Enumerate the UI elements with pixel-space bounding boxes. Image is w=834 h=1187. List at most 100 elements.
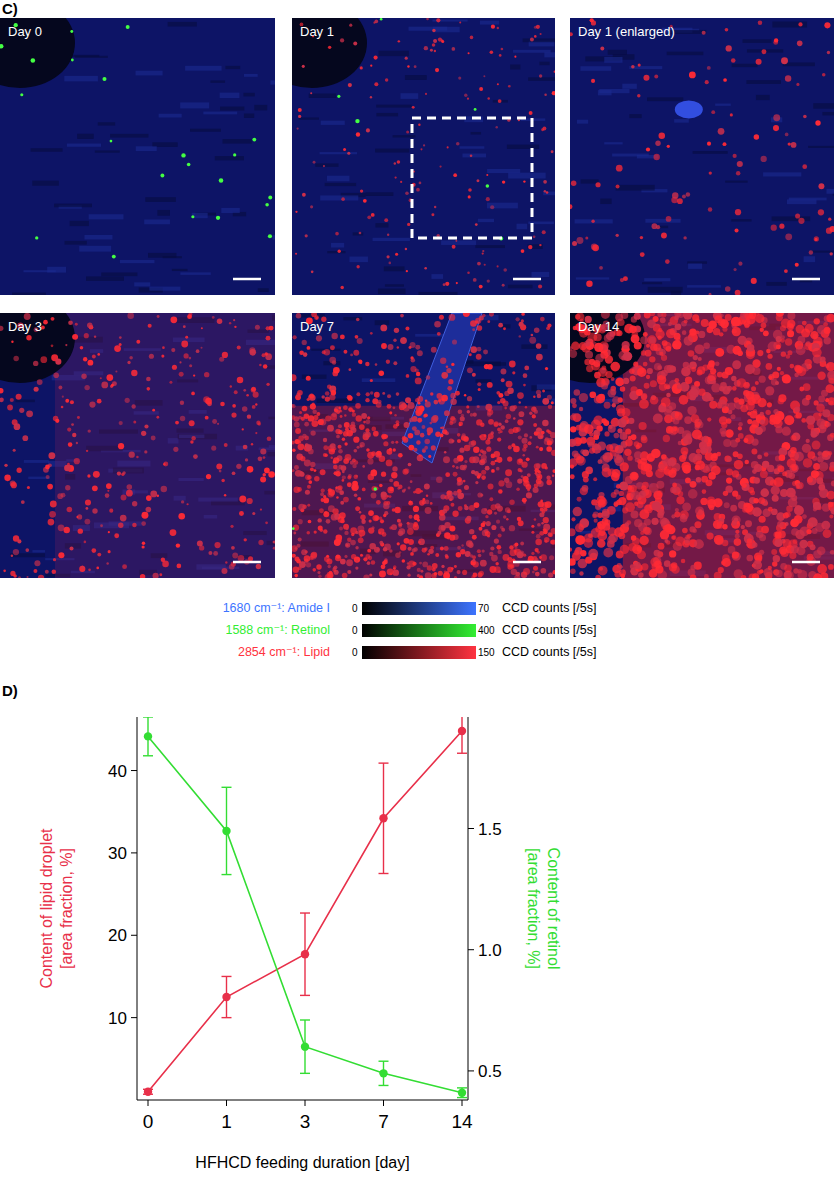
lipid-droplet bbox=[185, 336, 188, 339]
lipid-droplet bbox=[175, 421, 179, 425]
lipid-droplet bbox=[395, 253, 398, 256]
lipid-droplet bbox=[402, 559, 406, 563]
lipid-droplet bbox=[389, 448, 392, 451]
lipid-droplet bbox=[551, 450, 555, 456]
lipid-droplet bbox=[330, 457, 332, 459]
lipid-droplet bbox=[469, 529, 474, 534]
lipid-droplet bbox=[814, 236, 819, 241]
lipid-droplet bbox=[109, 509, 113, 513]
lipid-droplet bbox=[540, 568, 546, 574]
lipid-droplet bbox=[365, 398, 369, 402]
lipid-droplet bbox=[539, 74, 542, 77]
lipid-droplet bbox=[51, 317, 55, 321]
retinol-spot bbox=[102, 77, 106, 81]
lipid-droplet bbox=[400, 337, 407, 344]
lipid-droplet bbox=[409, 346, 412, 349]
texture bbox=[459, 146, 484, 149]
lipid-droplet bbox=[306, 376, 311, 381]
lipid-droplet bbox=[543, 517, 549, 523]
lipid-droplet bbox=[393, 565, 397, 569]
texture bbox=[687, 285, 721, 288]
lipid-droplet bbox=[446, 490, 451, 495]
lipid-droplet bbox=[115, 370, 117, 372]
lipid-droplet bbox=[336, 554, 340, 558]
lipid-droplet bbox=[408, 433, 414, 439]
lipid-droplet bbox=[470, 154, 473, 157]
texture bbox=[376, 105, 411, 108]
lipid-droplet bbox=[225, 561, 227, 563]
lipid-droplet bbox=[419, 182, 422, 185]
texture bbox=[629, 114, 641, 118]
lipid-droplet bbox=[247, 498, 253, 504]
lipid-droplet bbox=[455, 391, 460, 396]
texture bbox=[32, 181, 59, 186]
lipid-droplet bbox=[232, 404, 236, 408]
lipid-droplet bbox=[576, 237, 583, 244]
texture bbox=[77, 134, 94, 139]
texture bbox=[136, 146, 157, 151]
lipid-droplet bbox=[408, 560, 415, 567]
lipid-droplet bbox=[264, 468, 270, 474]
lipid-droplet bbox=[383, 503, 389, 509]
lipid-droplet bbox=[478, 554, 482, 558]
lipid-droplet bbox=[63, 527, 69, 533]
lipid-droplet bbox=[299, 472, 304, 477]
lipid-droplet bbox=[363, 557, 367, 561]
lipid-droplet bbox=[531, 531, 534, 534]
lipid-droplet bbox=[64, 465, 71, 472]
lipid-droplet bbox=[508, 85, 511, 88]
lipid-droplet bbox=[306, 562, 311, 567]
lipid-droplet bbox=[342, 479, 345, 482]
lipid-droplet bbox=[343, 350, 347, 354]
lipid-droplet bbox=[77, 416, 80, 419]
lipid-droplet bbox=[468, 195, 471, 198]
lipid-droplet bbox=[441, 426, 444, 429]
lipid-droplet bbox=[480, 434, 487, 441]
lipid-droplet bbox=[170, 316, 177, 323]
texture bbox=[462, 154, 486, 158]
lipid-droplet bbox=[363, 432, 369, 438]
lipid-droplet bbox=[548, 404, 553, 409]
lipid-droplet bbox=[367, 561, 371, 565]
texture bbox=[537, 384, 555, 389]
lipid-droplet bbox=[498, 99, 502, 103]
lipid-droplet bbox=[467, 410, 470, 413]
lipid-droplet bbox=[355, 403, 361, 409]
lipid-droplet bbox=[470, 554, 473, 557]
lipid-droplet bbox=[434, 572, 438, 576]
texture bbox=[789, 198, 827, 201]
lipid-droplet bbox=[94, 335, 96, 337]
retinol-spot bbox=[191, 215, 194, 218]
lipid-droplet bbox=[446, 365, 449, 368]
lipid-droplet bbox=[379, 541, 383, 545]
lipid-droplet bbox=[488, 409, 491, 412]
lipid-droplet bbox=[393, 361, 397, 365]
lipid-droplet bbox=[513, 544, 517, 548]
lipid-droplet bbox=[417, 350, 423, 356]
lipid-droplet bbox=[472, 456, 479, 463]
lipid-droplet bbox=[352, 484, 359, 491]
lipid-droplet bbox=[203, 396, 210, 403]
vessel bbox=[292, 18, 367, 88]
image-title: Day 3 bbox=[8, 319, 42, 334]
lipid-droplet bbox=[514, 575, 520, 578]
lipid-droplet bbox=[422, 562, 428, 568]
lipid-droplet bbox=[309, 393, 314, 398]
lipid-droplet bbox=[398, 531, 404, 537]
lipid-droplet bbox=[410, 552, 414, 556]
lipid-droplet bbox=[791, 142, 797, 148]
lipid-droplet bbox=[197, 540, 203, 546]
lipid-droplet bbox=[25, 548, 29, 552]
lipid-droplet bbox=[737, 161, 743, 167]
lipid-droplet bbox=[217, 318, 222, 323]
lipid-droplet bbox=[425, 401, 431, 407]
lipid-droplet bbox=[355, 559, 358, 562]
lipid-droplet bbox=[524, 433, 528, 437]
lipid-droplet bbox=[496, 545, 501, 550]
lipid-droplet bbox=[467, 367, 473, 373]
lipid-droplet bbox=[477, 549, 481, 553]
lipid-droplet bbox=[464, 506, 469, 511]
lipid-droplet bbox=[462, 570, 467, 575]
lipid-droplet bbox=[314, 476, 319, 481]
lipid-droplet bbox=[452, 47, 456, 51]
